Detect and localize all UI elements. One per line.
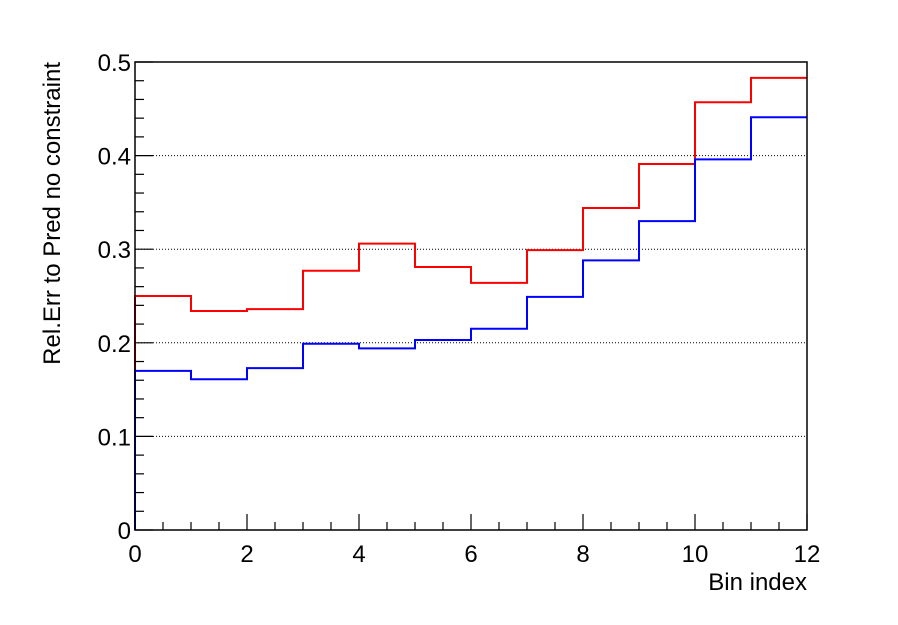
series-1-step-line xyxy=(134,116,807,530)
x-tick-label-5: 10 xyxy=(682,541,709,568)
tick-labels: 0 2 4 6 8 10 12 0 0.1 0.2 0.3 0.4 0.5 xyxy=(98,50,821,568)
x-axis-title: Bin index xyxy=(708,569,807,596)
grid-lines xyxy=(135,155,807,437)
x-tick-label-2: 4 xyxy=(352,541,365,568)
series-layer xyxy=(134,76,807,530)
x-tick-label-0: 0 xyxy=(128,541,141,568)
x-tick-label-6: 12 xyxy=(794,541,821,568)
x-tick-label-4: 8 xyxy=(576,541,589,568)
x-tick-label-3: 6 xyxy=(464,541,477,568)
y-tick-label-2: 0.2 xyxy=(98,331,131,358)
y-tick-label-3: 0.3 xyxy=(98,237,131,264)
axis-ticks xyxy=(134,61,808,531)
y-axis-title: Rel.Err to Pred no constraint xyxy=(39,62,66,365)
y-tick-label-4: 0.4 xyxy=(98,144,131,171)
y-tick-label-1: 0.1 xyxy=(98,424,131,451)
x-tick-label-1: 2 xyxy=(240,541,253,568)
y-tick-label-0: 0 xyxy=(118,518,131,545)
y-tick-label-5: 0.5 xyxy=(98,50,131,77)
